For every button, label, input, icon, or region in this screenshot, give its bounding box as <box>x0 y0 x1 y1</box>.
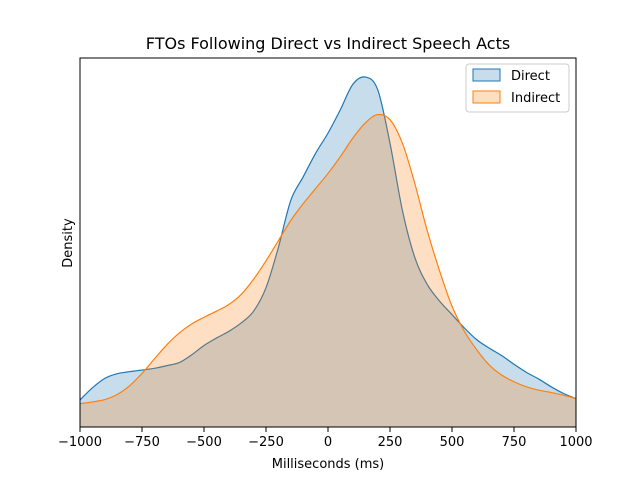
x-tick-label: 0 <box>324 435 332 450</box>
series-area-indirect <box>80 114 576 428</box>
x-tick-label: 250 <box>378 435 403 450</box>
x-tick-label: −250 <box>248 435 284 450</box>
y-axis-label: Density <box>61 218 76 268</box>
x-tick-label: 750 <box>502 435 527 450</box>
x-axis-label: Milliseconds (ms) <box>272 457 385 472</box>
series-area-direct <box>80 76 576 427</box>
series-line-indirect <box>79 113 577 405</box>
legend-label-direct: Direct <box>511 69 550 84</box>
series-layer <box>79 76 577 428</box>
x-tick-label: −1000 <box>58 435 102 450</box>
legend-swatch-direct <box>472 68 501 82</box>
x-tick-label: 1000 <box>559 435 592 450</box>
x-tick-label: −750 <box>124 435 160 450</box>
chart-title: FTOs Following Direct vs Indirect Speech… <box>146 34 510 53</box>
series-line-direct <box>79 76 577 401</box>
x-ticks: −1000 −750 −500 −250 0 250 500 750 1000 <box>58 427 593 450</box>
x-tick-label: 500 <box>440 435 465 450</box>
legend: Direct Indirect <box>465 63 570 113</box>
legend-label-indirect: Indirect <box>511 91 560 106</box>
x-tick-label: −500 <box>186 435 222 450</box>
legend-swatch-indirect <box>472 90 501 104</box>
legend-frame <box>465 63 570 113</box>
